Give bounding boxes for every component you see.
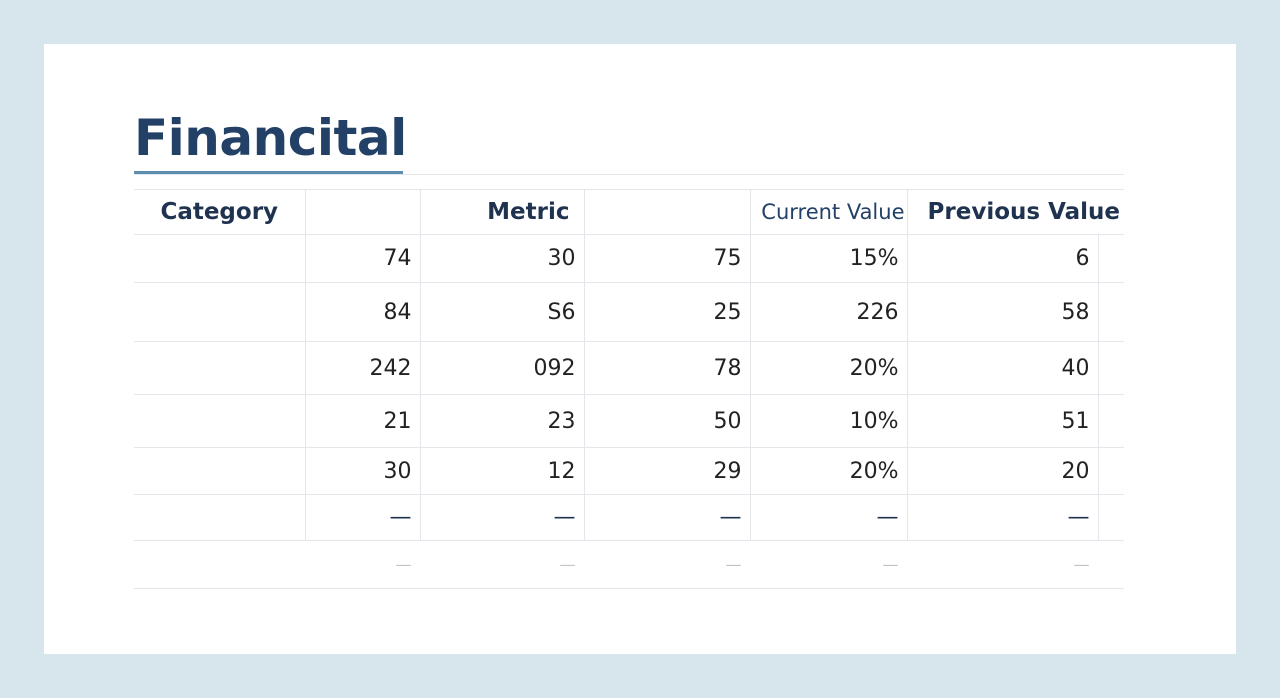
table-cell: — xyxy=(584,540,750,589)
table-cell xyxy=(1097,494,1124,541)
table-cell: 10% xyxy=(749,394,908,448)
header-cell: Category xyxy=(134,189,306,235)
table-cell: 092 xyxy=(419,341,585,395)
table-cell: 74 xyxy=(304,234,421,283)
table-cell: 75 xyxy=(583,234,751,283)
table-cell: 6 xyxy=(906,234,1099,283)
table-cell xyxy=(134,282,306,342)
table-cell: — xyxy=(906,494,1099,541)
table-cell: — xyxy=(907,540,1098,589)
rule xyxy=(134,174,1124,175)
table-cell: 25 xyxy=(583,282,751,342)
table-row: 242 092 78 20% 40 xyxy=(134,341,1124,395)
data-table: Category Metric Current Value Previous V… xyxy=(134,189,1124,589)
table-cell: 12 xyxy=(419,447,585,495)
header-cell: Current Value xyxy=(749,189,908,235)
table-cell xyxy=(1098,540,1124,589)
table-cell: 242 xyxy=(304,341,421,395)
table-cell: 20% xyxy=(749,341,908,395)
table-cell: 50 xyxy=(583,394,751,448)
header-cell xyxy=(304,189,421,235)
table-cell: 29 xyxy=(583,447,751,495)
table-cell xyxy=(134,494,306,541)
table-cell: — xyxy=(305,540,420,589)
table-row: 84 S6 25 226 58 xyxy=(134,282,1124,342)
table-cell: 226 xyxy=(749,282,908,342)
table-row: 74 30 75 15% 6 xyxy=(134,234,1124,283)
table-cell xyxy=(134,394,306,448)
table-cell: 20 xyxy=(906,447,1099,495)
table-cell: S6 xyxy=(419,282,585,342)
table-cell xyxy=(1097,394,1124,448)
table-cell: 84 xyxy=(304,282,421,342)
header-row: Category Metric Current Value Previous V… xyxy=(134,189,1124,235)
table-row: 21 23 50 10% 51 xyxy=(134,394,1124,448)
table-cell: 20% xyxy=(749,447,908,495)
table-cell xyxy=(134,234,306,283)
table-body: 74 30 75 15% 6 84 S6 25 226 58 242 092 78 20% 40 21 23 50… xyxy=(134,234,1124,589)
table-cell: — xyxy=(750,540,907,589)
table-cell xyxy=(1097,447,1124,495)
table-cell: — xyxy=(583,494,751,541)
table-cell: 40 xyxy=(906,341,1099,395)
table-row: — — — — — xyxy=(134,540,1124,589)
table-cell: 30 xyxy=(419,234,585,283)
header-cell: Metric xyxy=(419,189,585,235)
table-cell: 58 xyxy=(906,282,1099,342)
table-cell xyxy=(1097,341,1124,395)
table-cell: 21 xyxy=(304,394,421,448)
table-cell: — xyxy=(304,494,421,541)
table-cell: 51 xyxy=(906,394,1099,448)
table-cell: 15% xyxy=(749,234,908,283)
header-cell xyxy=(583,189,751,235)
table-cell xyxy=(1097,234,1124,283)
table-cell: 78 xyxy=(583,341,751,395)
table-cell xyxy=(134,540,305,589)
table-cell xyxy=(1097,282,1124,342)
table-cell xyxy=(134,447,306,495)
title: Financital xyxy=(134,109,407,167)
title-underline xyxy=(134,171,403,174)
table-cell: — xyxy=(419,494,585,541)
table-cell: 30 xyxy=(304,447,421,495)
table-cell: — xyxy=(420,540,584,589)
header-cell: Previous Value xyxy=(906,189,1124,235)
table-row: — — — — — xyxy=(134,494,1124,541)
table-row: 30 12 29 20% 20 xyxy=(134,447,1124,495)
table-cell: — xyxy=(749,494,908,541)
table-cell xyxy=(134,341,306,395)
table-cell: 23 xyxy=(419,394,585,448)
